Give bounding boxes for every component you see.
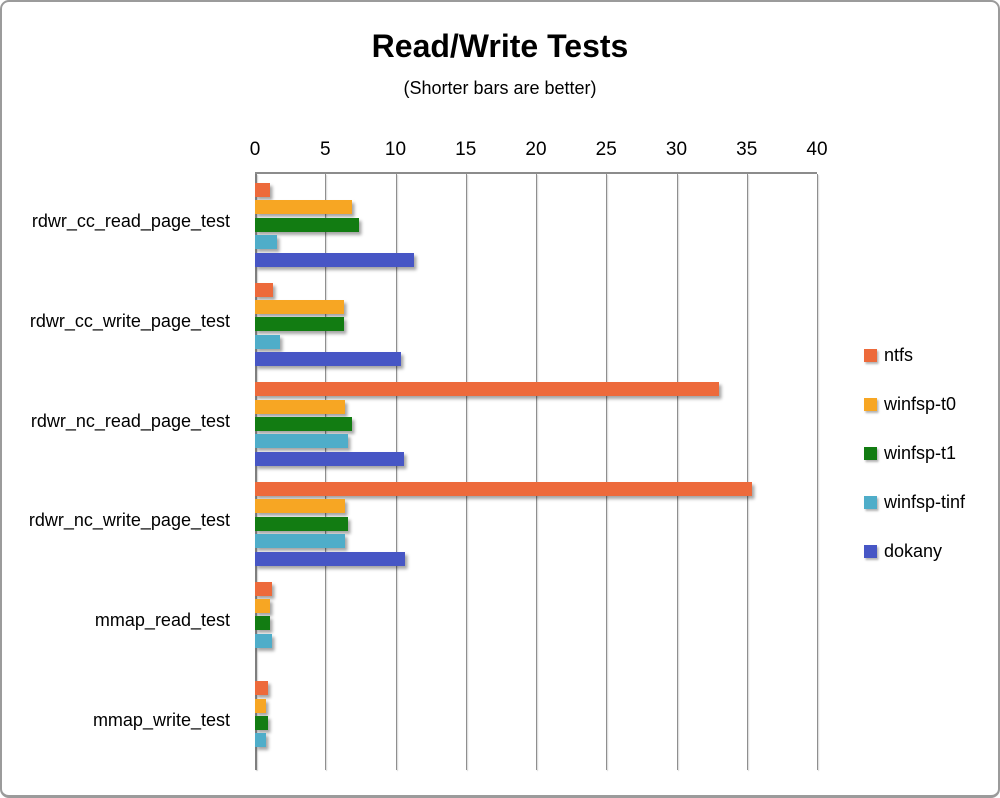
bar-winfsp-t1 (255, 516, 348, 531)
bar-winfsp-t0 (255, 599, 271, 614)
gridline (255, 174, 257, 770)
bar-ntfs (255, 681, 268, 696)
bar-dokany (255, 451, 404, 466)
category-label: rdwr_cc_write_page_test (29, 310, 230, 331)
x-tick-label: 0 (249, 139, 261, 160)
gridline (465, 174, 467, 770)
bar-dokany (255, 352, 402, 367)
plot-area (255, 172, 818, 772)
x-tick-label: 10 (384, 139, 407, 160)
legend-swatch-icon (864, 496, 877, 509)
gridline (325, 174, 327, 770)
x-tick-label: 15 (455, 139, 477, 160)
bar-winfsp-tinf (255, 733, 267, 748)
category-label: mmap_read_test (94, 609, 230, 630)
category-label: rdwr_nc_read_page_test (30, 410, 230, 431)
bar-winfsp-t1 (255, 317, 344, 332)
bar-winfsp-t0 (255, 698, 267, 713)
bar-dokany (255, 551, 406, 566)
category-group (255, 373, 817, 473)
bar-ntfs (255, 282, 274, 297)
x-axis: 0 5 10 15 20 25 30 35 40 (250, 138, 828, 162)
legend-label: winfsp-t1 (884, 443, 957, 463)
bar-winfsp-tinf (255, 633, 272, 648)
gridline (817, 174, 818, 770)
gridline (536, 174, 537, 770)
x-tick-label: 25 (595, 139, 617, 160)
gridline (676, 174, 678, 770)
legend-item-winfsp-t0: winfsp-t0 (864, 394, 965, 415)
legend-swatch-icon (864, 545, 877, 558)
x-tick-label: 40 (806, 139, 828, 160)
category-label: rdwr_cc_read_page_test (31, 211, 230, 232)
bar-winfsp-tinf (255, 534, 345, 549)
legend-item-dokany: dokany (864, 541, 965, 562)
chart-subtitle: (Shorter bars are better) (403, 78, 597, 98)
x-tick-label: 30 (665, 139, 688, 160)
category-group (255, 274, 817, 374)
chart-title: Read/Write Tests (371, 28, 629, 64)
gridline (395, 174, 397, 770)
bar-winfsp-t1 (255, 616, 271, 631)
bar-winfsp-t0 (255, 399, 345, 414)
category-label: rdwr_nc_write_page_test (28, 510, 230, 531)
legend-label: winfsp-t0 (884, 394, 957, 414)
legend-label: ntfs (884, 345, 914, 365)
legend-swatch-icon (864, 398, 877, 411)
legend-item-ntfs: ntfs (864, 345, 965, 366)
category-label: mmap_write_test (92, 709, 230, 730)
legend-item-winfsp-t1: winfsp-t1 (864, 443, 965, 464)
bar-ntfs (255, 481, 753, 496)
legend: ntfs winfsp-t0 winfsp-t1 winfsp-tinf dokany (864, 345, 965, 590)
legend-item-winfsp-tinf: winfsp-tinf (864, 492, 965, 513)
category-group (255, 473, 817, 573)
bar-winfsp-t0 (255, 300, 344, 315)
bar-winfsp-tinf (255, 334, 281, 349)
bar-winfsp-t0 (255, 499, 345, 514)
gridline (746, 174, 748, 770)
category-group (255, 573, 817, 673)
x-tick-label: 5 (319, 139, 331, 160)
bar-ntfs (255, 382, 719, 397)
bar-winfsp-tinf (255, 434, 348, 449)
bar-winfsp-t1 (255, 417, 352, 432)
bar-winfsp-t0 (255, 200, 352, 215)
bar-winfsp-t1 (255, 217, 359, 232)
x-tick-label: 20 (525, 139, 547, 160)
legend-swatch-icon (864, 349, 877, 362)
category-group (255, 672, 817, 772)
x-tick-label: 35 (736, 139, 758, 160)
legend-swatch-icon (864, 447, 877, 460)
bar-ntfs (255, 581, 272, 596)
bar-winfsp-tinf (255, 235, 278, 250)
category-group (255, 174, 817, 274)
category-axis: rdwr_cc_read_page_test rdwr_cc_write_page… (2, 172, 243, 770)
gridline (606, 174, 608, 770)
bar-dokany (255, 252, 414, 267)
bar-ntfs (255, 183, 271, 197)
legend-label: winfsp-tinf (884, 492, 966, 512)
legend-label: dokany (884, 541, 943, 561)
bar-winfsp-t1 (255, 716, 268, 731)
